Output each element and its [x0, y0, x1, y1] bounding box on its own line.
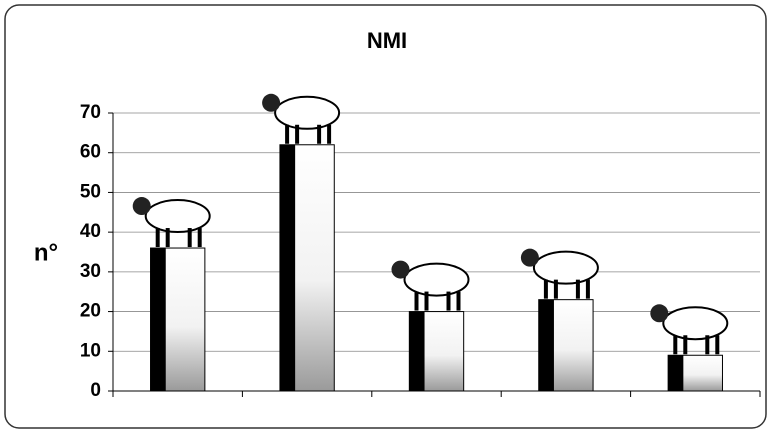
bar-side — [539, 300, 554, 391]
y-axis-label: n° — [34, 239, 58, 266]
y-tick-label: 60 — [80, 142, 101, 163]
bar-side — [668, 355, 683, 391]
bar-side — [151, 248, 166, 391]
chart: NMI n° 0 10 20 30 40 50 60 70 — [0, 0, 771, 433]
animal-body — [663, 307, 727, 339]
animal-body — [534, 252, 598, 284]
y-tick-label: 70 — [80, 102, 101, 123]
bar-side — [409, 312, 424, 391]
animal-body — [275, 97, 339, 129]
y-tick-label: 20 — [80, 301, 101, 322]
y-tick-label: 40 — [80, 221, 101, 242]
y-tick-label: 30 — [80, 261, 101, 282]
animal-body — [146, 200, 210, 232]
animal-body — [405, 264, 469, 296]
animal-head — [392, 261, 410, 279]
chart-title: NMI — [367, 28, 407, 53]
animal-head — [133, 197, 151, 215]
animal-head — [521, 249, 539, 267]
y-tick-label: 50 — [80, 181, 101, 202]
chart-frame — [5, 5, 766, 428]
animal-head — [262, 94, 280, 112]
animal-head — [650, 304, 668, 322]
y-tick-label: 10 — [80, 340, 101, 361]
bar-side — [280, 145, 295, 391]
y-tick-label: 0 — [90, 380, 101, 401]
